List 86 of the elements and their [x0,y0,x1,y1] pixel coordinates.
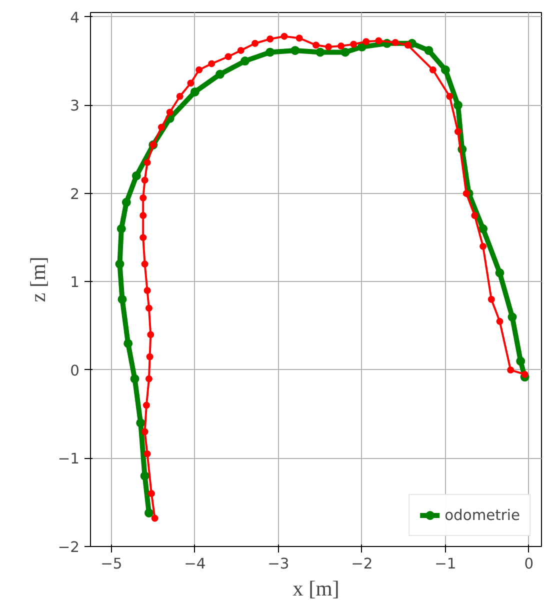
point [144,287,151,294]
point [166,108,174,116]
point [141,176,148,184]
point [147,331,154,338]
point [312,42,320,49]
x-tick-label: −5 [100,556,122,572]
point [316,48,325,57]
point [144,450,151,458]
point [429,66,436,74]
y-tick-label: 0 [70,362,80,380]
point [440,65,450,74]
point [118,294,127,304]
point [140,471,150,480]
y-tick-label: −1 [58,450,80,468]
point [140,212,147,219]
point [296,34,303,42]
point [290,46,300,55]
point [151,514,158,522]
point [115,260,124,269]
y-tick-label: 1 [70,274,80,292]
point [375,37,382,44]
point [453,100,462,110]
point [404,42,412,49]
point [280,32,288,40]
point [516,356,526,366]
point [266,35,274,42]
point [190,87,200,96]
point [124,339,133,348]
point [146,353,154,360]
y-axis-title: z [m] [26,256,50,302]
point [148,490,155,498]
x-tick-label: −2 [351,556,373,572]
point [187,80,194,87]
point [392,39,399,46]
point [122,198,131,207]
point [480,242,487,250]
point [208,60,216,68]
point [495,268,504,278]
point [338,42,345,50]
point [215,70,224,79]
point [196,66,203,74]
point [141,428,148,436]
point [507,366,514,374]
point [237,46,244,54]
x-tick-label: 0 [524,556,534,572]
x-tick-label: −1 [434,556,456,572]
point [454,128,462,136]
point [140,234,147,242]
point [508,312,517,322]
point [462,190,470,197]
legend-label: odometrie [444,506,520,524]
point [176,92,184,100]
point [266,48,275,57]
x-axis-title: x [m] [292,576,340,600]
x-tick-label: −3 [268,556,290,572]
point [446,92,454,100]
point [471,212,478,219]
y-tick-label: 4 [70,9,80,26]
point [252,40,259,47]
y-tick-label: 3 [70,98,80,115]
point [424,46,434,55]
point [350,40,358,48]
point [116,224,126,234]
point [140,194,147,202]
point [488,296,495,303]
point [521,370,528,378]
point [144,159,151,166]
point [132,171,141,180]
point [325,43,332,50]
point [144,508,154,518]
point [362,38,370,46]
x-tick-label: −4 [184,556,206,572]
point [145,304,152,312]
point [145,375,152,382]
point [340,48,350,57]
point [142,402,150,409]
y-tick-label: 2 [70,186,80,203]
point [158,124,165,131]
point [496,318,504,325]
point [478,224,488,234]
point [130,374,140,384]
y-tick-label: −2 [58,539,80,556]
point [136,418,146,428]
point [240,56,250,66]
point [224,53,232,60]
point [141,260,148,268]
